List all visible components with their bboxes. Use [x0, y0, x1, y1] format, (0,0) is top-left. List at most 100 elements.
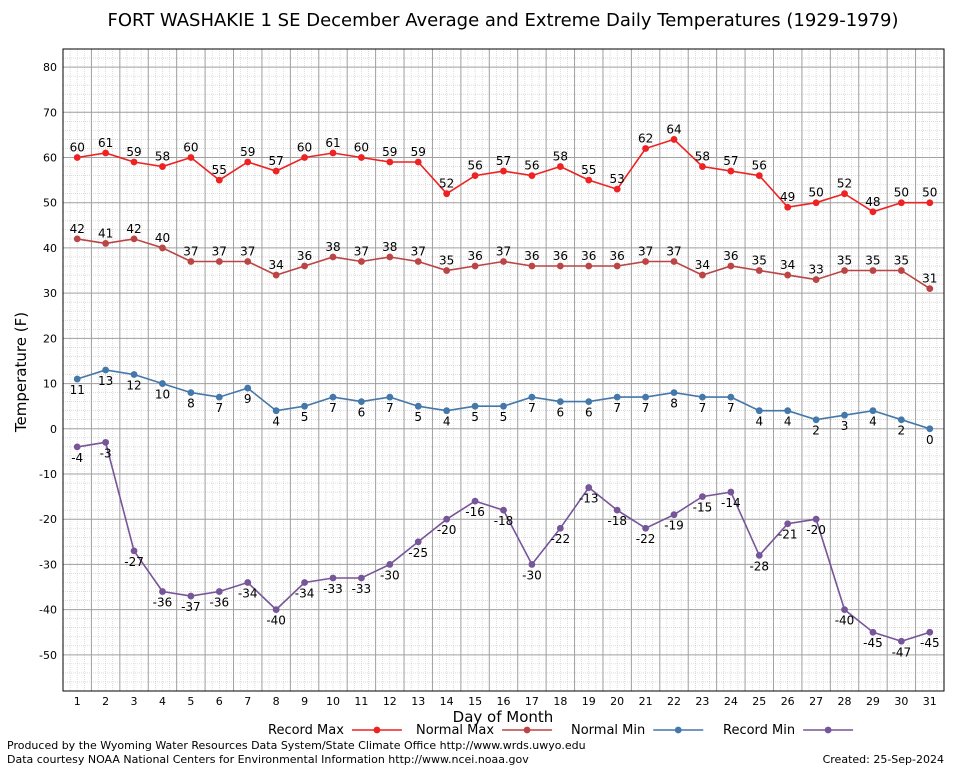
data-point-normal-min [869, 407, 877, 415]
data-label-normal-min: 2 [812, 424, 820, 438]
data-point-normal-min [443, 407, 451, 415]
data-point-normal-max [102, 240, 110, 247]
data-point-normal-min [784, 407, 792, 415]
x-tick-label: 3 [131, 695, 138, 708]
data-point-normal-max [784, 271, 792, 279]
data-point-normal-max [358, 258, 365, 265]
data-label-normal-min: 8 [670, 397, 678, 411]
data-point-normal-min [528, 393, 536, 401]
data-label-normal-min: 11 [70, 383, 85, 397]
data-label-normal-min: 7 [386, 401, 394, 415]
data-label-normal-max: 31 [922, 272, 937, 286]
data-point-record-min [73, 443, 81, 451]
data-label-normal-max: 42 [70, 222, 85, 236]
data-point-record-min [613, 506, 621, 514]
data-label-normal-max: 37 [411, 244, 426, 258]
legend-marker-record-min [824, 726, 832, 734]
x-tick-label: 28 [838, 695, 852, 708]
data-label-normal-min: 5 [500, 410, 508, 424]
x-tick-label: 31 [923, 695, 937, 708]
x-tick-label: 1 [74, 695, 81, 708]
data-point-normal-min [556, 398, 564, 406]
data-label-normal-max: 36 [581, 249, 596, 263]
data-point-record-max [187, 154, 195, 161]
data-point-normal-max [556, 262, 564, 270]
legend: Record Max Normal Max Normal Min Record Min [268, 723, 854, 738]
data-point-normal-max [386, 253, 394, 261]
data-label-record-min: -13 [579, 492, 599, 506]
x-tick-label: 11 [354, 695, 368, 708]
data-label-record-max: 60 [354, 141, 369, 155]
data-point-normal-min [585, 398, 593, 406]
data-label-normal-min: 2 [898, 424, 906, 438]
y-tick-label: 0 [50, 423, 57, 436]
y-tick-label: 30 [43, 287, 57, 300]
x-tick-label: 19 [582, 695, 596, 708]
data-label-record-max: 60 [297, 141, 312, 155]
x-tick-label: 26 [781, 695, 795, 708]
data-label-record-min: -45 [863, 636, 883, 650]
data-point-record-min [329, 574, 337, 582]
data-point-record-min [784, 520, 792, 528]
data-point-normal-max [215, 258, 223, 265]
data-point-record-max [159, 163, 166, 170]
data-label-record-min: -21 [778, 528, 798, 542]
data-label-record-min: -34 [238, 586, 258, 600]
data-label-normal-min: 4 [755, 415, 763, 429]
data-point-record-max [613, 185, 621, 193]
data-point-normal-max [727, 262, 735, 270]
x-tick-label: 30 [894, 695, 908, 708]
data-label-record-min: -47 [892, 645, 912, 659]
y-tick-label: 20 [43, 332, 57, 345]
data-label-record-min: -34 [295, 586, 315, 600]
data-point-record-min [159, 588, 166, 595]
legend-item-record-min: Record Min [723, 723, 854, 738]
data-point-normal-max [443, 267, 451, 274]
y-axis-title: Temperature (F) [12, 312, 30, 433]
data-point-normal-max [414, 258, 422, 265]
data-point-record-min [755, 551, 763, 559]
data-point-normal-max [869, 267, 877, 274]
data-point-normal-min [159, 380, 166, 387]
data-label-record-min: -3 [100, 446, 112, 460]
plot-frame [62, 48, 945, 692]
data-label-normal-max: 40 [155, 231, 170, 245]
x-tick-label: 16 [497, 695, 511, 708]
x-tick-label: 14 [440, 695, 454, 708]
data-label-record-max: 55 [581, 163, 596, 177]
data-label-record-min: -40 [835, 614, 855, 628]
data-label-normal-min: 4 [869, 415, 877, 429]
data-label-normal-max: 34 [780, 258, 795, 272]
x-axis-title: Day of Month [453, 708, 554, 726]
data-point-normal-min [244, 384, 252, 392]
data-point-record-max [500, 167, 507, 175]
data-label-record-max: 52 [837, 177, 852, 191]
data-point-record-max [755, 172, 763, 179]
data-point-record-min [386, 561, 394, 568]
data-point-record-min [727, 488, 735, 496]
data-point-normal-min [386, 393, 394, 401]
data-point-normal-min [642, 393, 649, 401]
data-label-record-max: 60 [183, 141, 198, 155]
data-label-record-max: 60 [70, 141, 85, 155]
data-point-record-max [471, 172, 479, 179]
data-label-record-max: 57 [269, 154, 284, 168]
data-point-record-min [102, 438, 110, 446]
y-tick-label: 10 [43, 378, 57, 391]
data-point-normal-min [102, 366, 110, 374]
series-record-min: -4 -3 -27 -36 -37 -36 -34 -40 -34 -33 -33 -30 -25 -20… [71, 438, 940, 659]
data-point-record-min [414, 538, 422, 546]
data-label-normal-min: 7 [699, 401, 707, 415]
x-tick-label: 4 [159, 695, 166, 708]
data-label-normal-max: 36 [467, 249, 482, 263]
data-label-record-max: 58 [155, 150, 170, 164]
data-label-normal-max: 34 [269, 258, 284, 272]
data-label-normal-min: 10 [155, 388, 170, 402]
data-label-record-max: 53 [610, 172, 625, 186]
data-label-record-max: 58 [553, 150, 568, 164]
data-label-normal-min: 7 [642, 401, 650, 415]
data-label-normal-min: 13 [98, 374, 113, 388]
data-point-record-min [244, 579, 252, 586]
data-point-normal-max [329, 253, 337, 261]
